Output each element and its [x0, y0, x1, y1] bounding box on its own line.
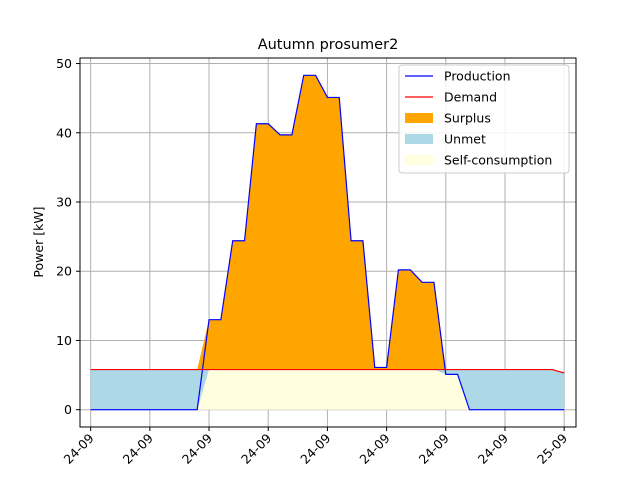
chart-title: Autumn prosumer2 — [258, 37, 399, 53]
y-tick-label: 10 — [56, 333, 72, 348]
y-tick-label: 50 — [56, 56, 72, 71]
y-tick-label: 40 — [56, 125, 72, 140]
self-consumption-area — [90, 369, 565, 410]
series-lines — [90, 74, 565, 411]
y-axis: 0 10 20 30 40 50 — [56, 56, 80, 417]
legend-surplus-label: Surplus — [444, 111, 491, 126]
y-tick-label: 20 — [56, 264, 72, 279]
legend-self-consumption-label: Self-consumption — [444, 153, 552, 168]
legend-surplus-swatch — [405, 113, 433, 123]
legend-demand-label: Demand — [444, 90, 497, 105]
demand-line — [90, 368, 565, 374]
legend: Production Demand Surplus Unmet Self-consump… — [398, 64, 570, 174]
legend-production-label: Production — [444, 69, 511, 84]
legend-self-consumption-swatch — [405, 155, 433, 165]
legend-unmet-swatch — [405, 134, 433, 144]
legend-box — [398, 64, 570, 174]
unmet-area — [90, 369, 565, 410]
area-fills — [90, 75, 565, 410]
legend-unmet-label: Unmet — [444, 132, 486, 147]
plot-frame — [79, 57, 577, 428]
y-axis-label: Power [kW] — [31, 206, 46, 277]
surplus-area — [90, 75, 565, 373]
y-tick-label: 0 — [64, 402, 72, 417]
production-line — [90, 74, 565, 411]
y-tick-label: 30 — [56, 195, 72, 210]
